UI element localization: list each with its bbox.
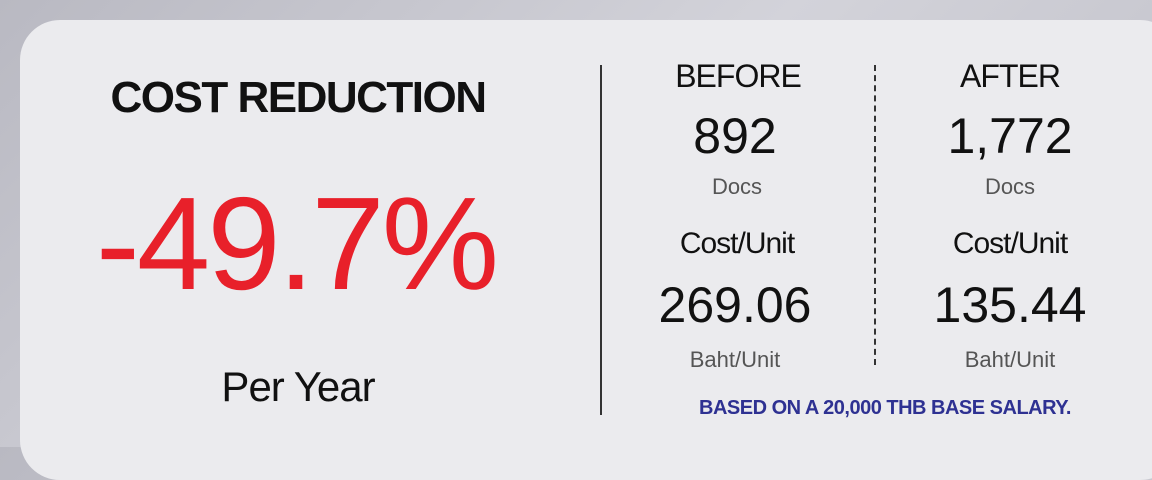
- count: 892: [693, 108, 777, 164]
- column-label: AFTER: [960, 58, 1061, 94]
- divider: [600, 65, 602, 415]
- headline-value: -49.7%: [95, 170, 499, 317]
- count-unit: Docs: [984, 174, 1036, 199]
- note: BASED ON A 20,000 THB BASE SALARY.: [699, 397, 1071, 419]
- cost-label: Cost/Unit: [952, 227, 1068, 260]
- cost: 269.06: [658, 277, 812, 333]
- column-label: BEFORE: [675, 58, 802, 94]
- count-unit: Docs: [711, 174, 763, 199]
- cost-label: Cost/Unit: [679, 227, 795, 260]
- cost: 135.44: [933, 277, 1087, 333]
- cost-unit: Baht/Unit: [964, 347, 1056, 372]
- headline-period: Per Year: [221, 363, 375, 410]
- headline-title: COST REDUCTION: [110, 73, 488, 122]
- count: 1,772: [947, 108, 1073, 164]
- cost-unit: Baht/Unit: [689, 347, 781, 372]
- stat-card: [20, 20, 1152, 480]
- dashed-divider: [874, 65, 876, 365]
